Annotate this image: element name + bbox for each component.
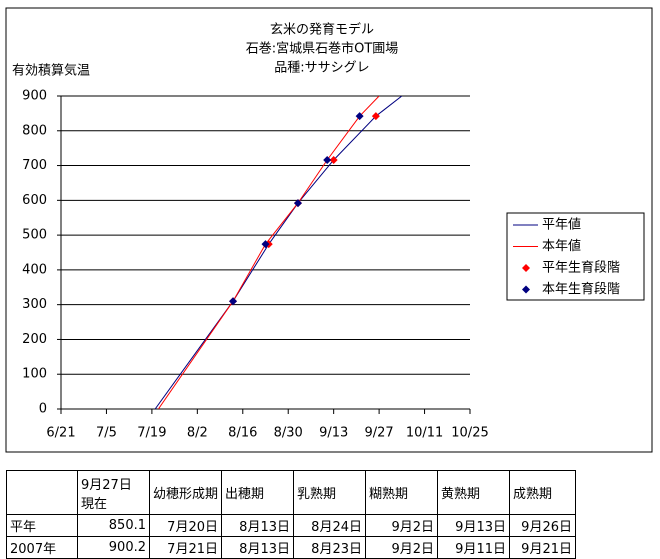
chart-subtitle: 品種:ササシグレ (274, 60, 369, 76)
x-tick-label: 10/11 (406, 426, 443, 441)
table-cell: 糊熟期 (365, 470, 438, 515)
chart: 玄米の発育モデル 石巻:宮城県石巻市OT圃場 品種:ササシグレ 有効積算気温 0… (5, 7, 653, 453)
table-cell: 出穂期 (221, 470, 294, 515)
legend-box (506, 212, 645, 301)
y-tick-label: 900 (22, 89, 47, 104)
table-cell: 7月21日 (149, 536, 222, 559)
table-cell: 9月27日 現在 (77, 470, 150, 515)
y-tick-label: 500 (22, 228, 47, 243)
table-cell: 成熟期 (509, 470, 576, 515)
table-cell: 8月23日 (293, 536, 366, 559)
legend-label: 平年生育段階 (542, 260, 620, 276)
table-cell: 9月11日 (437, 536, 510, 559)
legend-label: 本年値 (542, 238, 581, 254)
table-cell: 9月21日 (509, 536, 576, 559)
chart-subtitle: 石巻:宮城県石巻市OT圃場 (246, 41, 399, 57)
x-tick-label: 7/5 (96, 426, 117, 441)
y-tick-label: 600 (22, 193, 47, 208)
y-tick-label: 700 (22, 158, 47, 173)
x-tick-label: 8/30 (274, 426, 303, 441)
data-table: 9月27日 現在 幼穂形成期 出穂期 乳熟期 糊熟期 黄熟期 成熟期 平年 850.1 7月20… (6, 470, 576, 559)
series-marker (355, 112, 364, 121)
y-tick-label: 300 (22, 297, 47, 312)
table-cell: 8月13日 (221, 536, 294, 559)
table-row: 平年 850.1 7月20日 8月13日 8月24日 9月2日 9月13日 9月26日 (6, 514, 576, 537)
table-cell: 乳熟期 (293, 470, 366, 515)
table-cell: 9月2日 (365, 514, 438, 537)
y-tick-label: 0 (39, 402, 47, 417)
table-cell: 平年 (6, 514, 78, 537)
series-marker (329, 155, 338, 164)
table-cell: 8月24日 (293, 514, 366, 537)
table-cell: 2007年 (6, 536, 78, 559)
x-tick-label: 8/16 (228, 426, 257, 441)
table-corner (6, 470, 78, 515)
y-tick-label: 800 (22, 123, 47, 138)
x-tick-label: 6/21 (46, 426, 75, 441)
legend-label: 本年生育段階 (542, 281, 620, 297)
legend-label: 平年値 (542, 217, 581, 233)
x-tick-label: 9/13 (319, 426, 348, 441)
y-axis-label: 有効積算気温 (12, 63, 90, 79)
table-cell: 幼穂形成期 (149, 470, 222, 515)
table-cell: 9月13日 (437, 514, 510, 537)
x-tick-label: 7/19 (137, 426, 166, 441)
table-row: 2007年 900.2 7月21日 8月13日 8月23日 9月2日 9月11日 9月21日 (6, 536, 576, 559)
legend-marker (522, 285, 530, 294)
plot-area (154, 96, 403, 409)
x-tick-label: 10/25 (451, 426, 488, 441)
x-tick-label: 8/2 (187, 426, 208, 441)
y-tick-label: 200 (22, 332, 47, 347)
chart-title: 玄米の発育モデル (270, 22, 374, 38)
y-tick-label: 100 (22, 367, 47, 382)
legend-marker (522, 264, 530, 272)
series-marker (229, 297, 238, 306)
table-cell: 9月2日 (365, 536, 438, 559)
y-tick-label: 400 (22, 262, 47, 277)
x-tick-label: 9/27 (365, 426, 394, 441)
table-cell: 9月26日 (509, 514, 576, 537)
series-marker (293, 199, 302, 208)
table-cell: 8月13日 (221, 514, 294, 537)
series-marker (323, 155, 332, 164)
series-marker (261, 240, 270, 249)
table-cell: 7月20日 (149, 514, 222, 537)
series-marker (371, 112, 380, 121)
table-cell: 900.2 (77, 536, 150, 559)
table-cell: 850.1 (77, 514, 150, 537)
table-cell: 黄熟期 (437, 470, 510, 515)
